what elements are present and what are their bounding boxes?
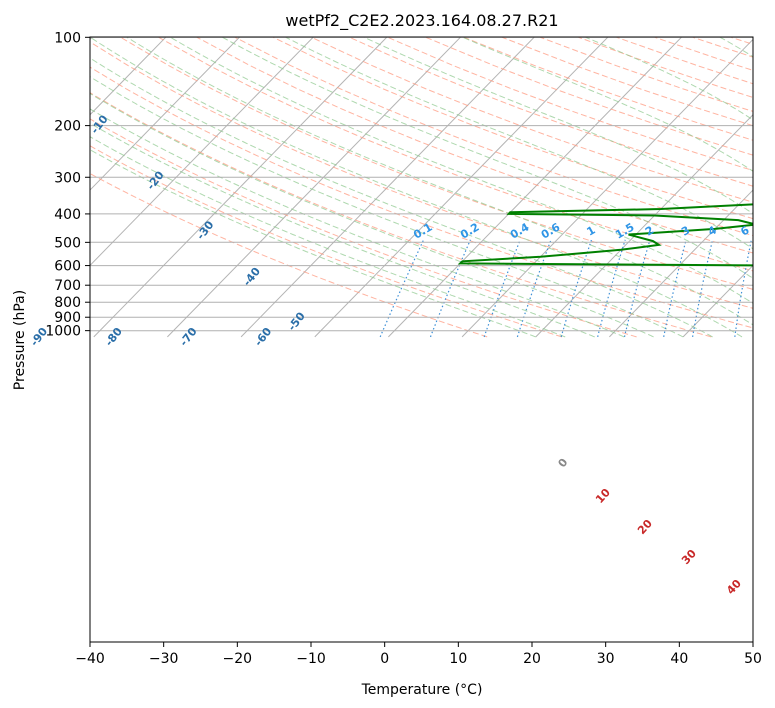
dry-adiabat-line [234,37,753,237]
x-tick-label: −10 [296,651,326,667]
y-tick-label: 500 [54,235,81,251]
y-tick-label: 200 [54,119,81,135]
mixing-ratio-line [379,239,425,338]
isotherm-line [388,37,682,338]
moist-adiabat-line [170,37,753,304]
y-tick-label: 800 [54,295,81,311]
y-tick-label: 600 [54,259,81,275]
dry-adiabat-line [272,37,753,220]
y-tick-label: 700 [54,278,81,294]
moist-adiabat-line [90,149,536,338]
x-tick-label: 20 [523,651,541,667]
isotherm-line [757,37,775,337]
x-tick-label: 30 [597,651,615,667]
x-axis: −40 −30 −20 −10 0 10 20 30 40 50 [75,642,762,667]
mixing-ratio-line [483,239,521,338]
y-tick-label: 1000 [45,324,81,340]
isotherm-line [535,114,753,338]
x-tick-label: −40 [75,651,105,667]
dry-adiabat-line [90,145,563,338]
x-tick-label: 10 [449,651,467,667]
moist-adiabat-line [126,37,753,326]
dry-adiabat-line [90,118,637,338]
sounding-profiles [457,203,753,267]
moist-adiabat-line [363,37,753,215]
mixing-ratio-line [516,239,552,338]
x-axis-label: Temperature (°C) [361,682,483,698]
isotherm-line [682,264,753,338]
x-tick-label: −20 [223,651,253,667]
mixing-ratio-line [734,239,752,337]
plot-frame [89,36,754,643]
isotherm-line [609,189,753,338]
background-lines [90,37,775,338]
moist-adiabat-line [90,92,654,338]
isotherm-line [167,37,461,338]
moist-adiabat-line [90,136,566,338]
y-axis-label: Pressure (hPa) [12,290,28,390]
isotherm-line [240,37,535,338]
isotherm-line [90,37,167,116]
isotherm-line [90,37,314,267]
dry-adiabat-line [769,37,775,337]
isotherm-line [90,37,240,191]
mixing-ratio-line [692,239,714,337]
x-tick-label: 0 [380,651,389,667]
dry-adiabat-line [90,173,488,338]
mixing-ratio-line [597,239,626,338]
y-tick-label: 400 [54,207,81,223]
mixing-ratio-line [560,239,593,338]
x-tick-label: 40 [670,651,688,667]
moist-adiabat-line [285,37,753,250]
x-tick-label: 50 [744,651,762,667]
isotherm-line [461,38,753,338]
y-tick-label: 900 [54,310,81,326]
dewpoint-line [457,203,753,267]
mixing-ratio-line [623,239,651,338]
dry-adiabat-line [90,41,753,309]
y-tick-label: 300 [54,170,81,186]
moist-adiabat-line [90,108,625,338]
dry-adiabat-line [158,37,753,272]
moist-adiabat-line [90,122,595,338]
mixing-ratio-line [663,239,687,338]
x-tick-label: −30 [149,651,179,667]
dry-adiabat-line [349,37,753,187]
y-tick-label: 100 [54,30,81,46]
dry-adiabat-line [90,66,753,329]
chart-title: wetPf2_C2E2.2023.164.08.27.R21 [285,11,558,31]
dry-adiabat-line [120,37,753,290]
mixing-ratio-line [766,240,775,337]
moist-adiabat-line [90,57,713,338]
isotherm-line [314,37,609,338]
dry-adiabat-line [387,37,753,171]
